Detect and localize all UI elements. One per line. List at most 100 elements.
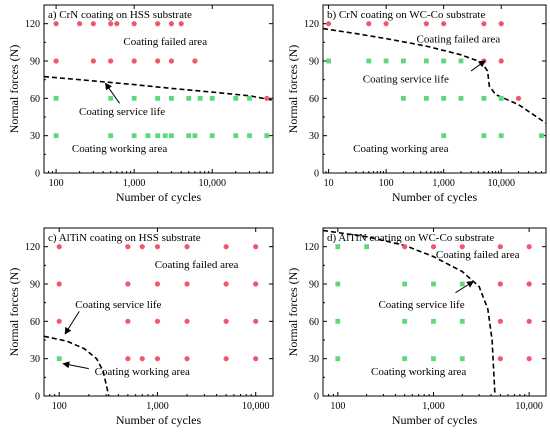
working-point (481, 95, 487, 101)
working-point (53, 95, 59, 101)
failed-point (131, 58, 137, 64)
y-tick-label: 90 (309, 57, 319, 68)
failed-point (168, 58, 175, 64)
y-tick-label: 90 (309, 280, 319, 291)
failed-point (253, 356, 259, 362)
failed-point (139, 356, 145, 362)
failed-point (223, 244, 229, 250)
failed-point (53, 21, 59, 27)
y-tick-label: 60 (309, 94, 319, 105)
y-axis-title: Normal forces (N) (286, 45, 300, 134)
failed-point (223, 318, 229, 324)
x-tick-label: 100 (52, 401, 67, 412)
failed-point (526, 244, 532, 250)
working-point (423, 95, 429, 101)
working-point (209, 133, 215, 139)
failed-point (264, 95, 270, 101)
y-tick-label: 120 (304, 19, 319, 30)
y-tick-label: 30 (309, 131, 319, 142)
failed-point (108, 58, 114, 64)
y-tick-label: 0 (314, 392, 319, 403)
working-point (441, 58, 447, 64)
y-tick-label: 0 (35, 169, 40, 180)
working-point (108, 95, 114, 101)
y-axis-title: Normal forces (N) (7, 45, 21, 134)
working-point (186, 95, 192, 101)
failed-point (154, 281, 161, 287)
plot-frame (322, 227, 547, 397)
failed-point (526, 356, 532, 362)
panel-title: b) CrN coating on WC-Co substrate (327, 9, 485, 21)
working-point (441, 95, 447, 101)
service-life-curve (44, 335, 110, 396)
failed-point (498, 58, 504, 64)
y-tick-label: 90 (30, 57, 40, 68)
chart-panel-4: d) AlTiN coating on WC-Co substrate 0 30 60… (286, 227, 547, 427)
working-point (431, 281, 436, 287)
working-point (53, 133, 59, 139)
working-point (233, 133, 239, 139)
y-tick-label: 90 (30, 280, 40, 291)
failed-point (114, 21, 120, 27)
working-point (247, 133, 252, 139)
y-tick-label: 0 (35, 392, 40, 403)
failed-point (154, 356, 161, 362)
failed-point (498, 21, 504, 27)
failed-point (441, 21, 447, 27)
plot-area (44, 21, 273, 139)
annotation-arrow (455, 280, 475, 294)
x-tick-label: 100 (330, 401, 345, 412)
failed-point (139, 244, 145, 250)
y-tick-label: 30 (30, 131, 40, 142)
failed-point (497, 244, 503, 250)
x-axis-title: Number of cycles (116, 413, 202, 427)
x-tick-label: 10,000 (515, 401, 543, 412)
failed-point (497, 318, 503, 324)
plot-area (323, 229, 532, 396)
working-point (233, 95, 239, 101)
working-point (402, 356, 408, 362)
y-tick-label: 30 (309, 354, 319, 365)
failed-point (168, 21, 175, 27)
failed-point (497, 281, 503, 287)
working-point (145, 133, 151, 139)
failed-point (90, 21, 96, 27)
region-annotation: Coating failed area (436, 249, 520, 261)
y-tick-label: 30 (30, 354, 40, 365)
working-point (458, 95, 464, 101)
service-life-curve (44, 75, 273, 101)
failed-point (184, 356, 190, 362)
annotation-arrow (64, 311, 80, 335)
y-tick-label: 120 (304, 242, 319, 253)
failed-point (459, 244, 465, 250)
panel-title: c) AlTiN coating on HSS substrate (48, 232, 201, 244)
region-annotation: Coating service life (378, 299, 464, 311)
y-tick-label: 60 (30, 94, 40, 105)
failed-point (131, 21, 137, 27)
x-tick-label: 1,000 (422, 401, 445, 412)
failed-point (383, 21, 389, 27)
working-point (155, 133, 161, 139)
failed-point (402, 244, 408, 250)
chart-panel-3: c) AlTiN coating on HSS substrate 0 30 60 90… (7, 227, 274, 427)
failed-point (125, 356, 131, 362)
working-point (458, 58, 464, 64)
failed-point (76, 21, 83, 27)
region-annotation: Coating failed area (155, 259, 239, 271)
x-tick-label: 10,000 (487, 178, 515, 189)
working-point (366, 58, 372, 64)
x-tick-label: 1,000 (432, 178, 455, 189)
working-point (209, 95, 215, 101)
failed-point (223, 356, 229, 362)
failed-point (223, 281, 229, 287)
x-axis-title: Number of cycles (392, 190, 478, 204)
working-point (335, 356, 341, 362)
annotation-arrow (104, 82, 120, 104)
failed-point (53, 58, 59, 64)
x-tick-label: 1,000 (123, 178, 146, 189)
failed-point (430, 244, 437, 250)
failed-point (526, 318, 532, 324)
failed-point (184, 281, 190, 287)
region-annotation: Coating service life (363, 73, 449, 85)
